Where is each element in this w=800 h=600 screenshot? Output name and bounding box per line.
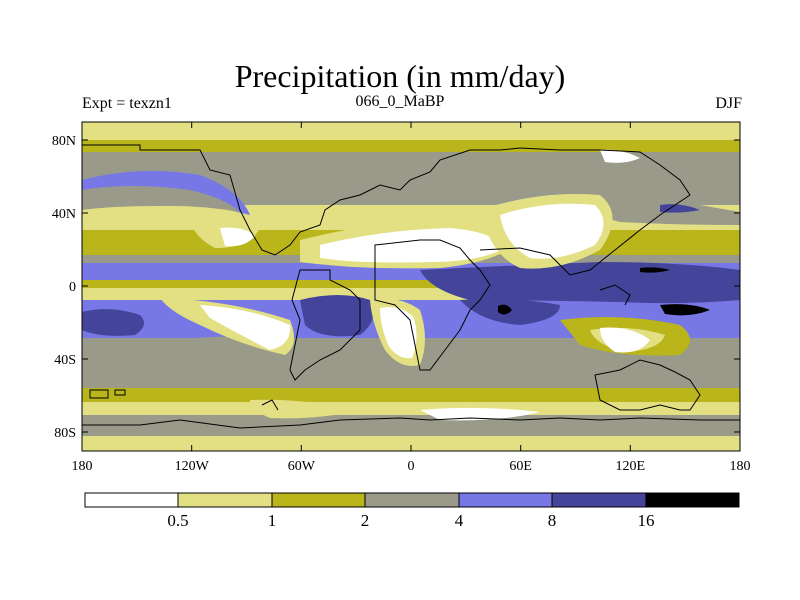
- colorbar: 0.5 1 2 4 8 16: [84, 492, 740, 530]
- colorbar-label-3: 4: [455, 511, 464, 530]
- colorbar-swatch-0: [84, 492, 179, 508]
- colorbar-label-2: 2: [361, 511, 370, 530]
- colorbar-swatch-2: [271, 492, 366, 508]
- colorbar-swatch-5: [551, 492, 647, 508]
- lon-label-120w: 120W: [175, 459, 210, 474]
- lat-label-40n: 40N: [52, 207, 76, 222]
- lat-label-40s: 40S: [54, 353, 76, 368]
- coastlines: [82, 144, 740, 429]
- axis-ticks: [82, 122, 740, 451]
- lat-label-80n: 80N: [52, 134, 76, 149]
- experiment-label: Expt = texzn1: [82, 95, 172, 112]
- colorbar-swatch-3: [364, 492, 460, 508]
- colorbar-label-0: 0.5: [167, 511, 188, 530]
- colorbar-label-1: 1: [268, 511, 277, 530]
- colorbar-label-4: 8: [548, 511, 557, 530]
- colorbar-swatch-6: [645, 492, 740, 508]
- lon-label-180e: 180: [730, 459, 751, 474]
- lon-label-60w: 60W: [288, 459, 316, 474]
- colorbar-swatch-4: [458, 492, 553, 508]
- period-label: 066_0_MaBP: [355, 93, 445, 110]
- lon-label-0: 0: [408, 459, 415, 474]
- map-title: Precipitation (in mm/day): [234, 58, 566, 94]
- lat-label-0: 0: [69, 280, 76, 295]
- precipitation-field: [82, 122, 740, 451]
- lat-label-80s: 80S: [54, 426, 76, 441]
- season-label: DJF: [715, 95, 742, 112]
- lon-label-120e: 120E: [616, 459, 646, 474]
- lon-label-180w: 180: [72, 459, 93, 474]
- colorbar-swatch-1: [177, 492, 273, 508]
- colorbar-label-5: 16: [638, 511, 655, 530]
- lon-label-60e: 60E: [509, 459, 532, 474]
